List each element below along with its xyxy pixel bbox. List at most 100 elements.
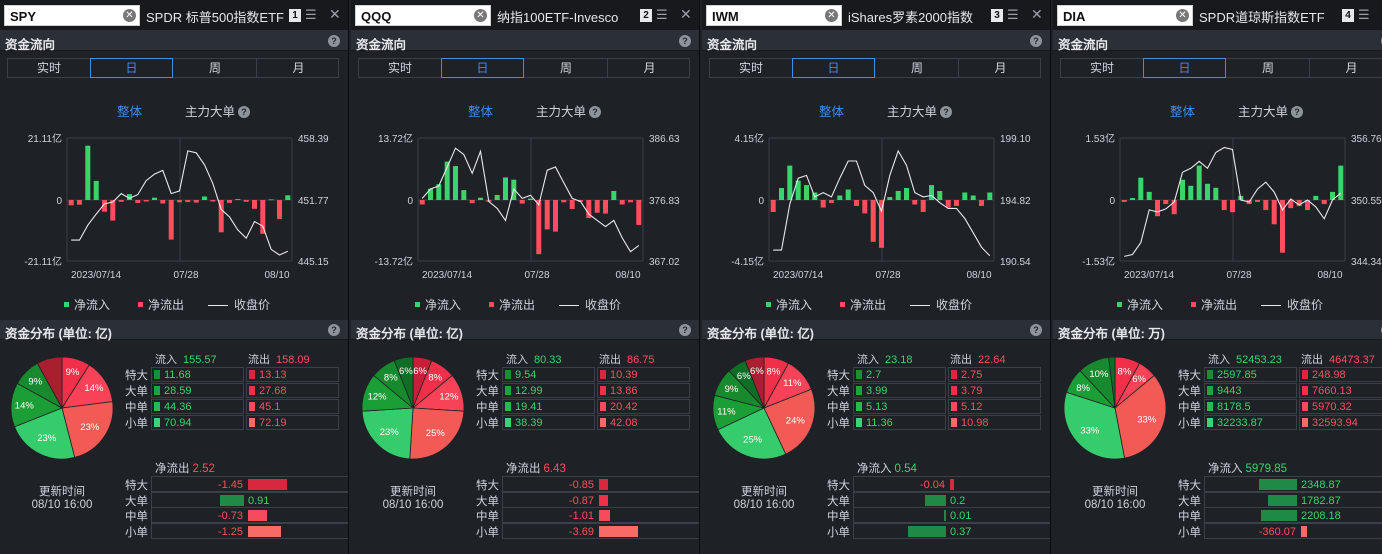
clear-icon[interactable]: ✕: [474, 9, 487, 22]
row-label: 小单: [125, 526, 148, 539]
net-flow-label: 净流入: [857, 463, 892, 475]
flow-bar: [887, 197, 893, 200]
close-icon[interactable]: ✕: [680, 6, 692, 22]
outflow-cell-value: 5.12: [961, 401, 983, 413]
tab-1[interactable]: 日: [1143, 58, 1226, 78]
main-order-toggle[interactable]: 主力大单?: [1238, 101, 1304, 120]
inflow-cell-value: 32233.87: [1217, 417, 1263, 429]
close-icon[interactable]: ✕: [329, 6, 341, 22]
clear-icon[interactable]: ✕: [825, 9, 838, 22]
flow-chart: 21.11亿 0 -21.11亿 458.39 451.77 445.15 2023/07/…: [24, 132, 329, 281]
outflow-cell: 2.75: [948, 367, 1041, 382]
main-order-toggle[interactable]: 主力大单?: [536, 101, 602, 120]
tab-2[interactable]: 周: [1227, 59, 1310, 77]
main-order-toggle[interactable]: 主力大单?: [185, 101, 251, 120]
tab-2[interactable]: 周: [174, 59, 257, 77]
flow-bar: [820, 200, 826, 208]
flow-bar: [1130, 198, 1135, 200]
outflow-value: 46473.37: [1329, 354, 1375, 366]
flow-bar: [135, 200, 141, 203]
flow-bar: [118, 200, 124, 202]
tab-0[interactable]: 实时: [1061, 59, 1144, 77]
symbol-input[interactable]: SPY ✕: [4, 5, 140, 26]
outflow-total: 流出 22.64: [950, 351, 1006, 367]
x-tick-label: 2023/07/14: [1124, 270, 1174, 281]
net-row: -1.01: [502, 507, 699, 523]
row-label: 中单: [1178, 402, 1201, 414]
outflow-cell-value: 42.08: [610, 417, 638, 429]
legend-outflow: 净流出: [1191, 296, 1237, 313]
help-icon[interactable]: ?: [328, 35, 340, 47]
panel-number-badge: 4: [1342, 9, 1354, 22]
legend-swatch: [1117, 302, 1122, 307]
panel-number-badge: 3: [991, 9, 1003, 22]
symbol-input[interactable]: IWM ✕: [706, 5, 842, 26]
row-label: 中单: [1178, 511, 1201, 523]
tab-3[interactable]: 月: [643, 61, 656, 75]
net-bar: [1260, 510, 1297, 521]
legend-line: [559, 305, 579, 306]
pie-label: 8%: [428, 373, 442, 384]
legend-label: 净流入: [74, 298, 111, 312]
flow-section-header: 资金流向?: [702, 31, 1050, 52]
pie-label: 6%: [1132, 374, 1146, 385]
tab-3[interactable]: 月: [994, 61, 1007, 75]
overall-toggle[interactable]: 整体: [819, 105, 845, 119]
flow-bar: [419, 200, 425, 205]
net-row: -0.73: [151, 507, 348, 523]
row-label: 大单: [1178, 386, 1201, 398]
inflow-cell: 32233.87: [1204, 415, 1297, 430]
net-value: -1.01: [568, 510, 594, 522]
tab-1[interactable]: 日: [441, 58, 524, 78]
clear-icon[interactable]: ✕: [123, 9, 136, 22]
tab-0[interactable]: 实时: [359, 59, 442, 77]
overall-toggle[interactable]: 整体: [468, 105, 494, 119]
close-icon[interactable]: ✕: [1031, 6, 1043, 22]
help-icon[interactable]: ?: [1030, 35, 1042, 47]
settings-icon[interactable]: ☰: [656, 7, 668, 22]
inflow-cell: 9443: [1204, 383, 1297, 398]
y-tick-label-right: 386.63: [649, 134, 680, 145]
tab-0[interactable]: 实时: [8, 59, 91, 77]
help-icon[interactable]: ?: [1291, 106, 1304, 118]
tab-1[interactable]: 日: [792, 58, 875, 78]
help-icon[interactable]: ?: [940, 106, 953, 118]
settings-icon[interactable]: ☰: [1007, 7, 1019, 22]
overall-toggle[interactable]: 整体: [1170, 105, 1196, 119]
flow-bar: [1296, 200, 1302, 207]
y-tick-label-right: 194.82: [1000, 196, 1031, 207]
help-icon[interactable]: ?: [238, 106, 251, 118]
tab-3[interactable]: 月: [1345, 61, 1358, 75]
pie-label: 6%: [737, 371, 751, 382]
help-icon[interactable]: ?: [679, 35, 691, 47]
flow-bar: [210, 200, 216, 202]
main-order-toggle[interactable]: 主力大单?: [887, 101, 953, 120]
settings-icon[interactable]: ☰: [1358, 7, 1370, 22]
symbol-input[interactable]: QQQ ✕: [355, 5, 491, 26]
inflow-bar: [856, 370, 862, 379]
legend-close: 收盘价: [910, 296, 972, 313]
inflow-cell-value: 3.99: [866, 385, 888, 397]
symbol-input[interactable]: DIA ✕: [1057, 5, 1193, 26]
flow-chart: 13.72亿 0 -13.72亿 386.63 376.83 367.02 2023/07/…: [375, 132, 680, 281]
outflow-cell-value: 45.1: [259, 401, 281, 413]
help-icon[interactable]: ?: [679, 324, 691, 336]
help-icon[interactable]: ?: [328, 324, 340, 336]
clear-icon[interactable]: ✕: [1176, 9, 1189, 22]
settings-icon[interactable]: ☰: [305, 7, 317, 22]
help-icon[interactable]: ?: [589, 106, 602, 118]
net-row: 0.2: [853, 491, 1050, 508]
tab-0[interactable]: 实时: [710, 59, 793, 77]
tab-2[interactable]: 周: [876, 59, 959, 77]
help-icon[interactable]: ?: [1030, 324, 1042, 336]
overall-toggle[interactable]: 整体: [117, 105, 143, 119]
distribution-section-header: 资金分布 (单位: 亿)?: [0, 320, 348, 341]
outflow-bar: [951, 402, 957, 411]
tab-2[interactable]: 周: [525, 59, 608, 77]
update-time-value: 08/10 16:00: [31, 499, 93, 511]
tab-1[interactable]: 日: [90, 58, 173, 78]
update-time-label: 更新时间: [741, 486, 787, 498]
y-tick-label-left: 1.53亿: [1086, 132, 1115, 145]
inflow-cell-value: 70.94: [164, 417, 192, 429]
tab-3[interactable]: 月: [292, 61, 305, 75]
